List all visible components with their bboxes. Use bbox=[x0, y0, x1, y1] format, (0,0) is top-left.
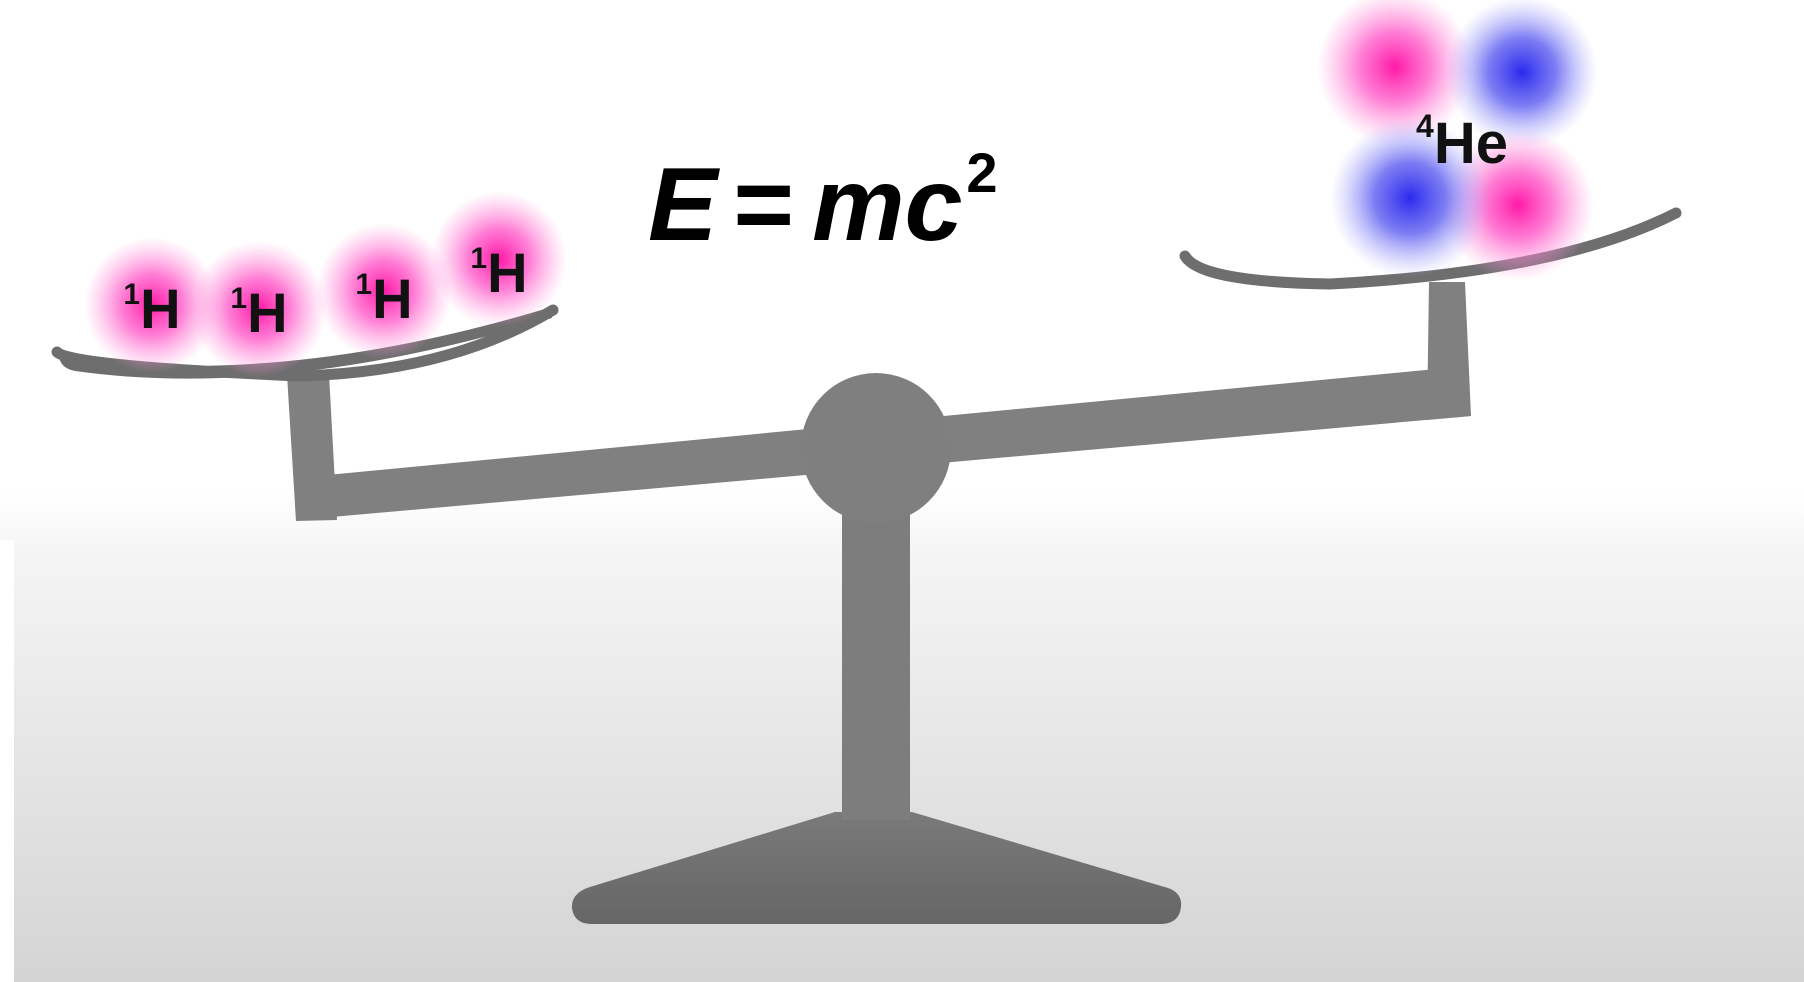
hydrogen-atom-2: 1H bbox=[191, 241, 327, 377]
proton-glow bbox=[1317, 0, 1473, 145]
helium-label: 4He bbox=[1416, 108, 1508, 176]
hydrogen-atom-1: 1H bbox=[84, 237, 220, 373]
equation-text: E = mc2 bbox=[648, 141, 998, 263]
left-pan-support bbox=[287, 374, 337, 521]
element-symbol: H bbox=[487, 241, 527, 304]
left-pan bbox=[59, 308, 552, 379]
element-symbol: H bbox=[247, 281, 287, 344]
element-symbol: He bbox=[1434, 111, 1508, 176]
element-symbol: H bbox=[140, 277, 180, 340]
equation-exponent: 2 bbox=[966, 141, 997, 204]
equation-mc: mc bbox=[812, 147, 962, 263]
right-pan bbox=[1179, 207, 1682, 290]
left-pan-rim bbox=[51, 304, 559, 382]
hydrogen-label-3: 1H bbox=[355, 267, 412, 330]
element-symbol: H bbox=[372, 267, 412, 330]
mass-energy-equation: E = mc2 bbox=[648, 141, 998, 263]
hydrogen-label-4: 1H bbox=[470, 241, 527, 304]
left-edge-strip bbox=[0, 540, 14, 982]
hydrogen-label-2: 1H bbox=[230, 281, 287, 344]
hydrogen-atom-3: 1H bbox=[316, 223, 452, 359]
mass-number: 4 bbox=[1416, 108, 1434, 144]
proton-glow bbox=[431, 191, 567, 327]
scale-base bbox=[571, 812, 1182, 924]
mass-number: 1 bbox=[123, 278, 140, 311]
equation-energy: E bbox=[648, 147, 720, 263]
neutron-glow bbox=[1330, 118, 1490, 278]
hydrogen-label-1: 1H bbox=[123, 277, 180, 340]
proton-glow bbox=[191, 241, 327, 377]
proton-glow bbox=[316, 223, 452, 359]
helium-nucleus: 4He bbox=[1317, 0, 1598, 281]
mass-number: 1 bbox=[355, 268, 372, 301]
equation-equals: = bbox=[733, 147, 794, 263]
hydrogen-atom-4: 1H bbox=[431, 191, 567, 327]
scale-column bbox=[842, 480, 910, 820]
neutron-glow bbox=[1446, 0, 1598, 148]
right-pan-support bbox=[1427, 282, 1471, 420]
mass-number: 1 bbox=[470, 242, 487, 275]
scale-pivot bbox=[801, 373, 951, 523]
mass-number: 1 bbox=[230, 282, 247, 315]
proton-glow bbox=[84, 237, 220, 373]
